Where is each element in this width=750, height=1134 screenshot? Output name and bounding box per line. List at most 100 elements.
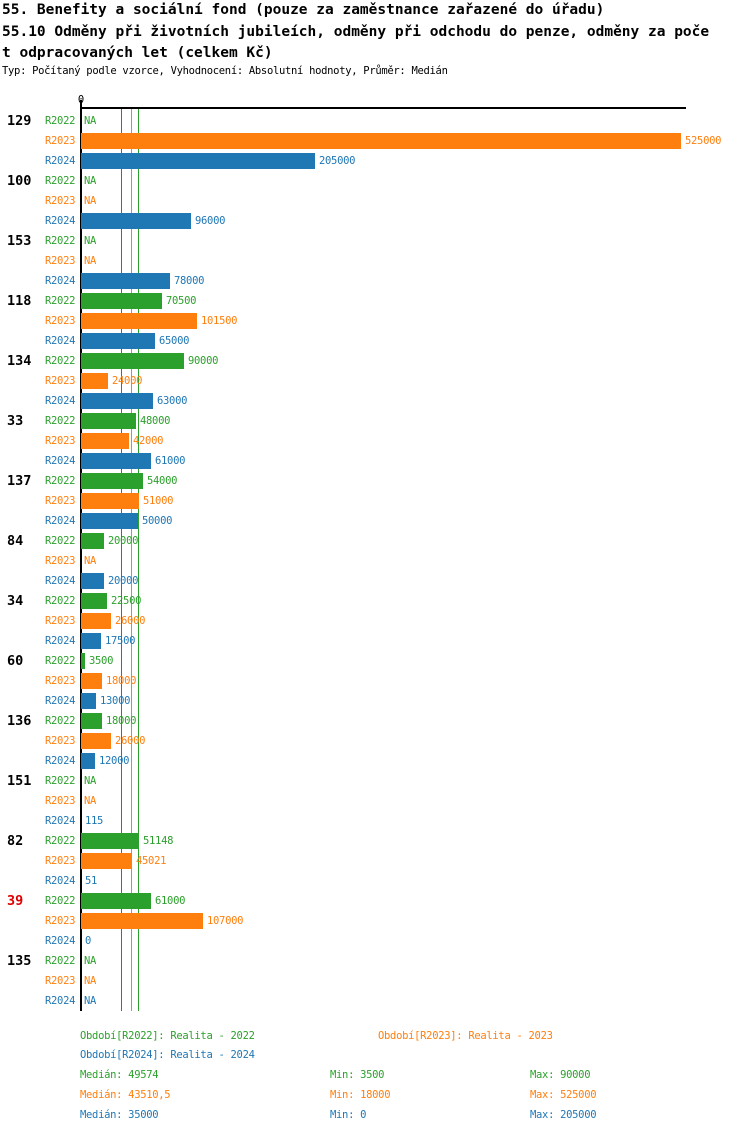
value-label-136-r2023: 26000 <box>115 735 146 747</box>
chart-title-line1: 55. Benefity a sociální fond (pouze za z… <box>2 2 605 18</box>
series-label-r2024: R2024 <box>45 935 76 947</box>
legend-r2024: Období[R2024]: Realita - 2024 <box>80 1049 255 1061</box>
series-label-r2023: R2023 <box>45 855 76 867</box>
group-label-151: 151 <box>7 773 32 789</box>
stat-median-r2023: Medián: 43510,5 <box>80 1089 171 1101</box>
bar-33-r2022 <box>81 413 136 429</box>
value-label-135-r2022: NA <box>84 955 97 967</box>
group-label-82: 82 <box>7 833 24 849</box>
x-axis-line <box>80 107 686 109</box>
series-label-r2023: R2023 <box>45 435 76 447</box>
group-label-136: 136 <box>7 713 32 729</box>
value-label-118-r2024: 65000 <box>159 335 190 347</box>
group-label-134: 134 <box>7 353 32 369</box>
series-label-r2024: R2024 <box>45 695 76 707</box>
group-label-129: 129 <box>7 113 32 129</box>
series-label-r2024: R2024 <box>45 575 76 587</box>
series-label-r2023: R2023 <box>45 255 76 267</box>
group-label-137: 137 <box>7 473 32 489</box>
bar-153-r2024 <box>81 273 170 289</box>
group-label-100: 100 <box>7 173 32 189</box>
value-label-34-r2023: 26000 <box>115 615 146 627</box>
bar-136-r2024 <box>81 753 95 769</box>
series-label-r2022: R2022 <box>45 655 76 667</box>
series-label-r2024: R2024 <box>45 275 76 287</box>
bar-39-r2023 <box>81 913 203 929</box>
series-label-r2023: R2023 <box>45 555 76 567</box>
value-label-118-r2023: 101500 <box>201 315 238 327</box>
series-label-r2023: R2023 <box>45 315 76 327</box>
bar-34-r2024 <box>81 633 101 649</box>
value-label-33-r2024: 61000 <box>155 455 186 467</box>
value-label-118-r2022: 70500 <box>166 295 197 307</box>
value-label-137-r2023: 51000 <box>143 495 174 507</box>
group-label-153: 153 <box>7 233 32 249</box>
stat-median-r2024: Medián: 35000 <box>80 1109 159 1121</box>
series-label-r2024: R2024 <box>45 155 76 167</box>
value-label-129-r2022: NA <box>84 115 97 127</box>
series-label-r2024: R2024 <box>45 395 76 407</box>
bar-60-r2022 <box>81 653 85 669</box>
value-label-134-r2022: 90000 <box>188 355 219 367</box>
bar-34-r2023 <box>81 613 111 629</box>
bar-134-r2023 <box>81 373 108 389</box>
bar-60-r2024 <box>81 693 96 709</box>
group-label-33: 33 <box>7 413 24 429</box>
bar-34-r2022 <box>81 593 107 609</box>
series-label-r2023: R2023 <box>45 675 76 687</box>
series-label-r2024: R2024 <box>45 815 76 827</box>
stat-max-r2023: Max: 525000 <box>530 1089 597 1101</box>
value-label-82-r2024: 51 <box>85 875 98 887</box>
series-label-r2022: R2022 <box>45 895 76 907</box>
chart-title-line2: 55.10 Odměny při životních jubileích, od… <box>2 24 710 40</box>
value-label-60-r2023: 18000 <box>106 675 137 687</box>
stat-min-r2024: Min: 0 <box>330 1109 367 1121</box>
series-label-r2022: R2022 <box>45 355 76 367</box>
value-label-153-r2023: NA <box>84 255 97 267</box>
median-line-r2024 <box>121 109 122 1011</box>
series-label-r2024: R2024 <box>45 875 76 887</box>
value-label-137-r2022: 54000 <box>147 475 178 487</box>
median-line-r2022 <box>138 109 139 1011</box>
series-label-r2023: R2023 <box>45 195 76 207</box>
series-label-r2022: R2022 <box>45 595 76 607</box>
series-label-r2023: R2023 <box>45 375 76 387</box>
series-label-r2022: R2022 <box>45 835 76 847</box>
series-label-r2022: R2022 <box>45 175 76 187</box>
series-label-r2022: R2022 <box>45 415 76 427</box>
value-label-34-r2024: 17500 <box>105 635 136 647</box>
series-label-r2023: R2023 <box>45 795 76 807</box>
value-label-137-r2024: 50000 <box>142 515 173 527</box>
value-label-136-r2022: 18000 <box>106 715 137 727</box>
series-label-r2024: R2024 <box>45 515 76 527</box>
stat-min-r2023: Min: 18000 <box>330 1089 391 1101</box>
value-label-129-r2023: 525000 <box>685 135 722 147</box>
value-label-84-r2024: 20000 <box>108 575 139 587</box>
series-label-r2023: R2023 <box>45 495 76 507</box>
stat-median-r2022: Medián: 49574 <box>80 1069 159 1081</box>
bar-129-r2023 <box>81 133 681 149</box>
value-label-100-r2022: NA <box>84 175 97 187</box>
legend-r2023: Období[R2023]: Realita - 2023 <box>378 1030 553 1042</box>
value-label-100-r2024: 96000 <box>195 215 226 227</box>
group-label-135: 135 <box>7 953 32 969</box>
value-label-100-r2023: NA <box>84 195 97 207</box>
series-label-r2024: R2024 <box>45 635 76 647</box>
series-label-r2022: R2022 <box>45 235 76 247</box>
value-label-153-r2024: 78000 <box>174 275 205 287</box>
value-label-60-r2022: 3500 <box>89 655 114 667</box>
series-label-r2023: R2023 <box>45 135 76 147</box>
value-label-136-r2024: 12000 <box>99 755 130 767</box>
bar-100-r2024 <box>81 213 191 229</box>
series-label-r2023: R2023 <box>45 735 76 747</box>
value-label-82-r2022: 51148 <box>143 835 174 847</box>
bar-39-r2022 <box>81 893 151 909</box>
value-label-33-r2022: 48000 <box>140 415 171 427</box>
group-label-34: 34 <box>7 593 24 609</box>
value-label-129-r2024: 205000 <box>319 155 356 167</box>
bar-60-r2023 <box>81 673 102 689</box>
series-label-r2022: R2022 <box>45 295 76 307</box>
value-label-39-r2024: 0 <box>85 935 92 947</box>
series-label-r2024: R2024 <box>45 755 76 767</box>
value-label-60-r2024: 13000 <box>100 695 131 707</box>
